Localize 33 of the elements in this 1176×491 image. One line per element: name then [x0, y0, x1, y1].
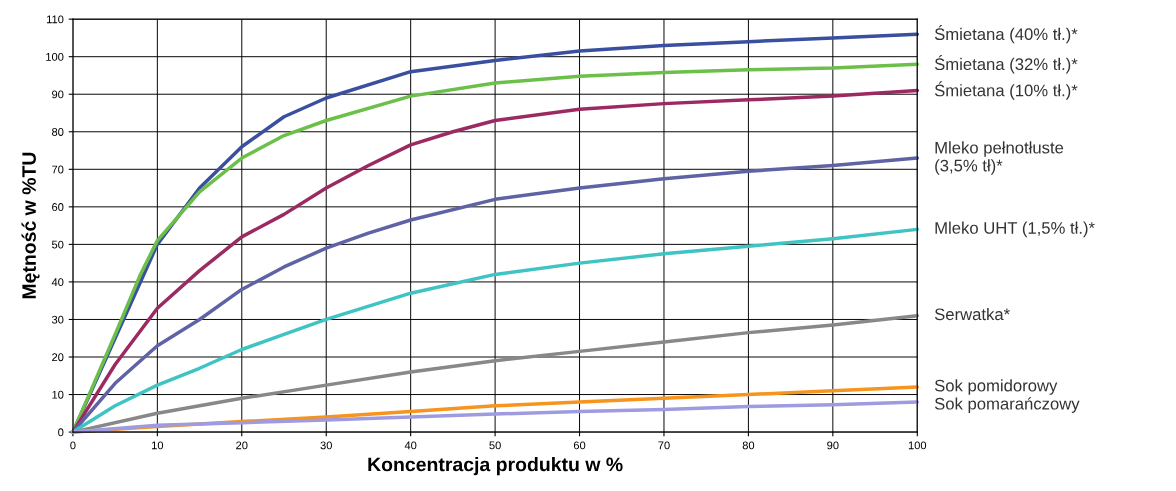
y-tick-label: 50: [51, 240, 64, 249]
x-tick-label: 70: [658, 441, 670, 450]
x-tick-label: 20: [236, 441, 248, 450]
series-label: Śmietana (10% tł.)*: [934, 81, 1078, 100]
y-tick-label: 100: [46, 52, 64, 61]
y-tick-label: 40: [51, 278, 64, 287]
y-tick-label: 0: [58, 428, 64, 437]
y-tick-label: 20: [52, 353, 64, 362]
series-label: Sok pomarańczowy: [934, 397, 1080, 413]
x-tick-label: 40: [404, 441, 417, 450]
series-label: Sok pomidorowy: [934, 379, 1058, 395]
x-tick-label: 50: [489, 441, 501, 450]
series-label: Mleko UHT (1,5% tł.)*: [935, 221, 1095, 238]
x-tick-label: 0: [70, 441, 76, 450]
y-tick-label: 30: [51, 315, 64, 324]
series-label: Mleko pełnotłuste (3,5% tł)*: [935, 141, 1064, 175]
series-label: Serwatka*: [934, 307, 1010, 321]
x-tick-label: 100: [908, 441, 927, 450]
y-tick-label: 90: [52, 90, 64, 99]
x-tick-label: 60: [573, 441, 586, 450]
series-label: Śmietana (32% tł.)*: [934, 54, 1078, 74]
x-axis-title: Koncentracja produktu w %: [368, 457, 623, 476]
x-tick-label: 80: [742, 441, 755, 450]
y-tick-label: 70: [52, 165, 64, 174]
x-tick-label: 90: [827, 441, 839, 450]
y-tick-label: 60: [52, 203, 64, 211]
x-tick-label: 10: [152, 441, 164, 450]
series-label: Śmietana (40% tł.)*: [934, 24, 1078, 44]
y-tick-label: 10: [52, 390, 64, 399]
x-tick-label: 30: [320, 441, 332, 450]
y-tick-label: 110: [47, 15, 64, 24]
y-tick-label: 80: [52, 128, 64, 136]
y-axis-title: Mętność w %TU: [21, 152, 40, 299]
